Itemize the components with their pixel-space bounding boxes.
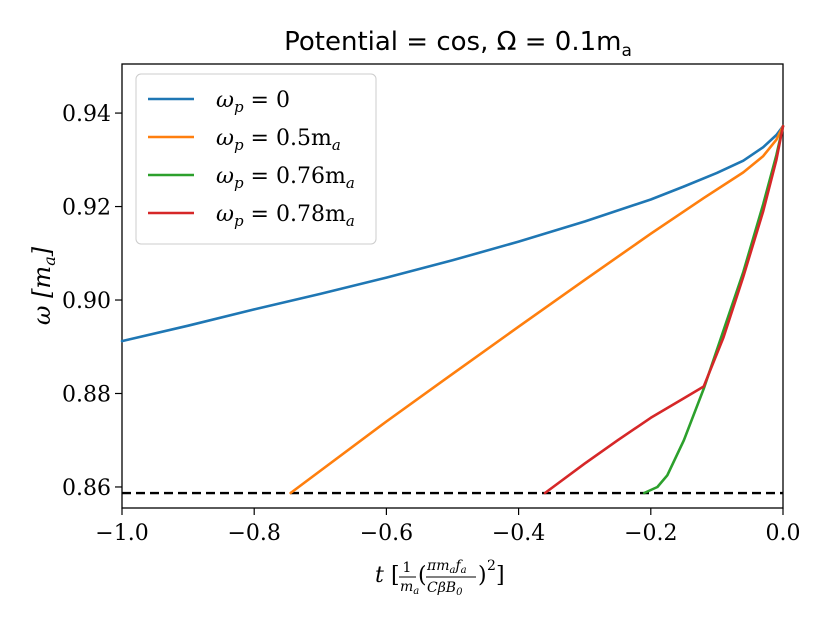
x-axis-label-paren-close: ) xyxy=(478,563,487,588)
series-line-2 xyxy=(289,124,785,495)
y-tick-label: 0.92 xyxy=(62,196,111,221)
series-line-1 xyxy=(120,124,785,343)
x-axis-label-paren-open: ( xyxy=(418,563,427,588)
y-tick-label: 0.86 xyxy=(62,476,111,501)
series-lines xyxy=(120,124,785,495)
ticks: −1.0 −0.8 −0.6 −0.4 −0.2 0.0 0.86 0.88 0.90 0.92 0… xyxy=(62,102,800,546)
x-tick-label: 0.0 xyxy=(766,521,801,546)
x-axis-label-bracket-open: [ xyxy=(391,563,400,588)
x-axis-label-power: 2 xyxy=(487,558,496,574)
legend-label-3: ωp = 0.76ma xyxy=(216,164,355,192)
legend: ωp = 0 ωp = 0.5ma ωp = 0.76ma ωp = 0.78ma xyxy=(135,73,377,245)
x-tick-label: −0.4 xyxy=(492,521,545,546)
x-axis-label-bracket-close: ] xyxy=(496,563,505,588)
series-line-4 xyxy=(543,124,785,495)
x-axis-label-inner-num: πmafa xyxy=(426,558,467,576)
y-tick-label: 0.88 xyxy=(62,382,111,407)
legend-label-4: ωp = 0.78ma xyxy=(216,202,355,230)
x-axis-label-t: t xyxy=(375,563,384,588)
x-tick-label: −0.8 xyxy=(227,521,280,546)
x-tick-label: −1.0 xyxy=(95,521,148,546)
chart-title: Potential = cos, Ω = 0.1ma xyxy=(284,27,632,61)
x-axis-label-frac-den: ma xyxy=(400,579,419,597)
y-axis-label: ω [ma] xyxy=(28,246,59,325)
y-tick-label: 0.90 xyxy=(62,289,111,314)
x-tick-label: −0.6 xyxy=(360,521,413,546)
x-axis-label-inner-den: CβB0 xyxy=(427,580,463,598)
legend-label-2: ωp = 0.5ma xyxy=(216,126,341,154)
legend-label-1: ωp = 0 xyxy=(216,88,290,116)
x-axis-label-frac-num: 1 xyxy=(403,560,412,576)
x-tick-label: −0.2 xyxy=(624,521,677,546)
x-axis-label: t [ 1 ma ( πmafa CβB0 ) 2 ] xyxy=(375,558,505,598)
y-tick-label: 0.94 xyxy=(62,102,111,127)
legend-box xyxy=(135,73,377,245)
